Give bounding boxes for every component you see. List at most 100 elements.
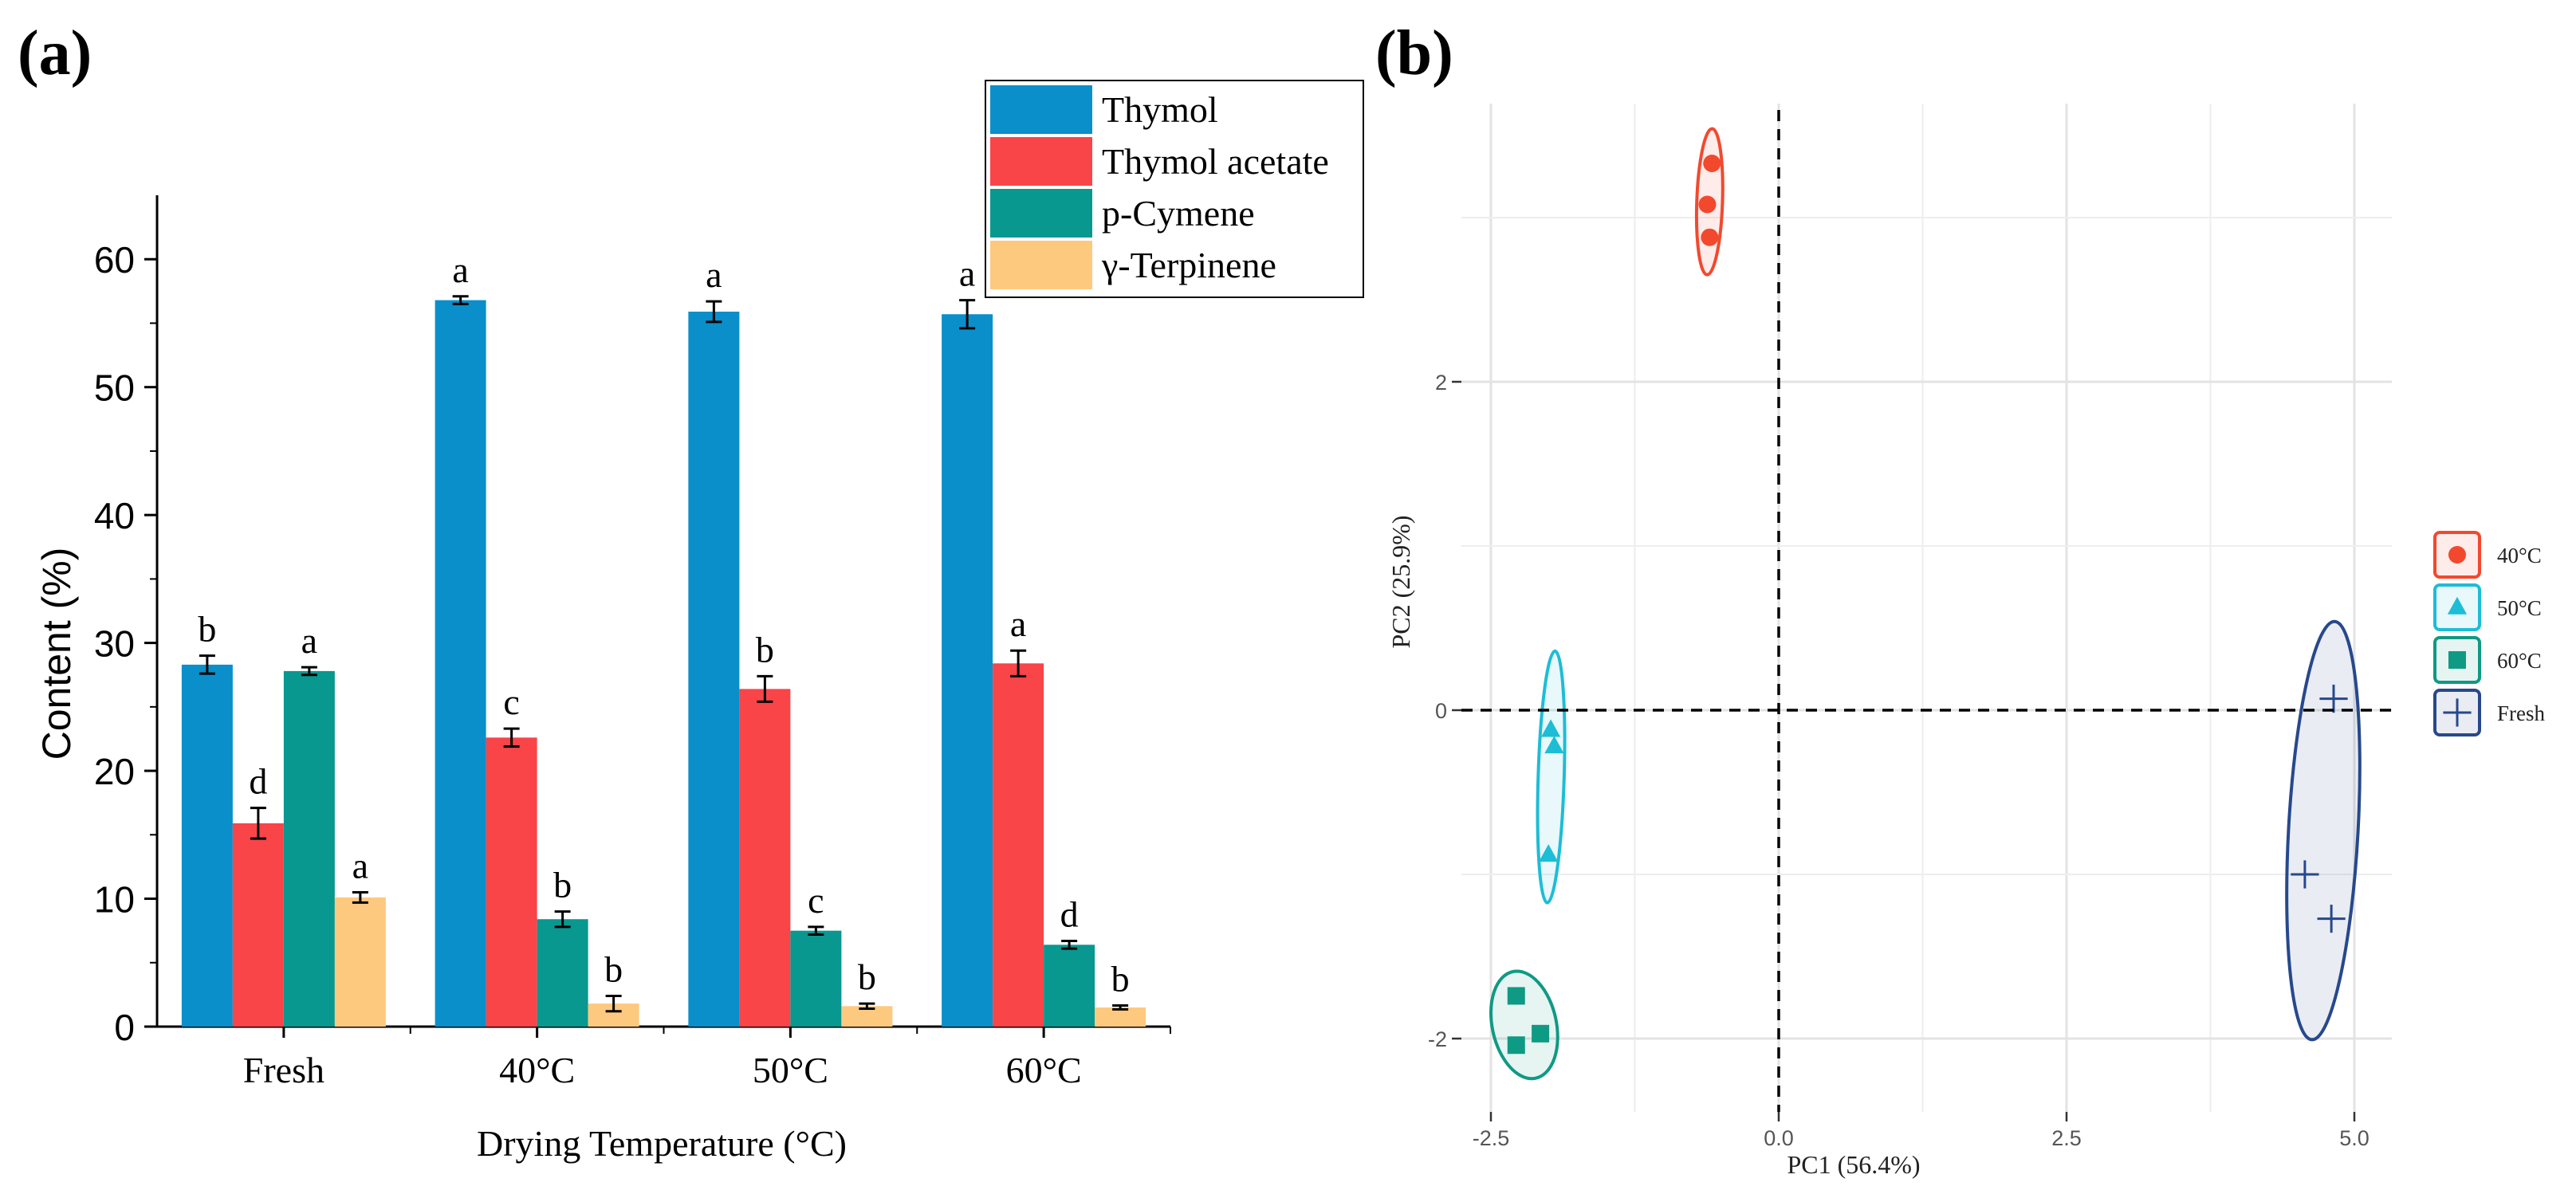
bar-thymol-acetate-0 [232,823,284,1027]
significance-letter: b [553,865,572,905]
legend-label: Fresh [2497,701,2545,725]
point-50-c [1540,719,1561,737]
point-fresh [2319,684,2348,713]
legend-label: p-Cymene [1102,193,1255,234]
significance-letter: a [452,249,468,290]
y-tick-label: 30 [94,623,135,665]
point-60-c [1507,1036,1525,1055]
y-tick-label: 40 [94,495,135,536]
y-tick-label: 50 [94,367,135,409]
legend-swatch [990,189,1092,238]
error-bar [452,295,469,305]
bar-thymol-3 [942,314,993,1027]
point-60-c [1507,987,1525,1005]
bar-p-cymene-3 [1044,945,1095,1027]
significance-letter: a [301,620,317,661]
error-bar [808,925,824,936]
x-tick-label: Fresh [243,1050,324,1090]
pca-y-axis-label: PC2 (25.9%) [1386,515,1415,648]
bar-thymol-acetate-1 [486,737,537,1027]
legend-label: 40°C [2497,544,2542,568]
error-bar [554,910,571,929]
y-tick-label: 0 [1435,699,1447,723]
significance-letter: b [858,956,876,997]
error-bar [301,666,317,677]
x-tick-label: 2.5 [2051,1126,2082,1150]
legend-label: 60°C [2497,649,2542,673]
y-tick-label: 10 [94,879,135,921]
legend-marker [2443,698,2472,727]
significance-letter: d [1060,894,1079,934]
point-fresh [2291,860,2319,889]
significance-letter: b [604,949,623,989]
significance-letter: b [756,629,774,670]
point-50-c [1544,736,1564,754]
error-bar [352,891,368,904]
legend-swatch [990,241,1092,289]
bar-thymol-1 [435,300,486,1027]
bar-chart: 0102030405060Freshbdaa40°Cacbb50°Cabcb60… [34,80,1364,1164]
bar-p-cymene-1 [537,919,588,1027]
bar-chart-legend: Thymol Thymol acetate p-Cymene γ-Terpinene [985,80,1364,298]
significance-letter: d [249,761,267,802]
error-bar [199,654,215,675]
bar--terpinene-3 [1095,1007,1146,1027]
significance-letter: a [706,254,722,295]
error-bar [250,807,266,840]
ellipse-fresh [2285,619,2362,1042]
legend-swatch [990,137,1092,186]
error-bar [1061,939,1078,950]
ellipse-50-c [1536,649,1567,905]
point-60-c [1532,1024,1550,1043]
significance-letter: a [959,253,975,294]
bar-thymol-2 [688,312,740,1027]
point-40-c [1703,155,1721,173]
pca-axes: -2.5 0.0 2.5 5.0 -2 0 2 [1428,110,2392,1150]
x-tick-label: -2.5 [1473,1126,1510,1150]
y-tick-label: 20 [94,751,135,792]
pca-grid [1461,104,2392,1112]
ellipse-60-c [1489,969,1559,1081]
pca-points [1507,155,2348,1055]
bar-chart-labels: 0102030405060Freshbdaa40°Cacbb50°Cabcb60… [94,239,1130,1090]
significance-letter: b [198,609,216,650]
pca-legend: 40°C 50°C 60°C Fresh [2433,531,2545,736]
point-50-c [1539,844,1559,862]
legend-label: Thymol acetate [1102,141,1329,182]
bar-chart-bars [181,295,1146,1027]
y-tick-label: -2 [1428,1027,1447,1051]
pca-chart: -2.5 0.0 2.5 5.0 -2 0 2 PC1 (56.4%) PC2 (25.9%… [1386,104,2545,1179]
legend-label: 50°C [2497,596,2542,620]
point-40-c [1701,228,1719,246]
legend-marker [2448,546,2466,564]
significance-letter: b [1111,959,1130,1000]
significance-letter: c [503,681,519,722]
pca-ellipses [1489,127,2362,1081]
bar-chart-x-axis-label: Drying Temperature (°C) [477,1123,847,1164]
significance-letter: a [352,846,368,886]
bar--terpinene-0 [334,897,386,1027]
bar-chart-y-axis-label: Content (%) [34,548,79,760]
x-tick-label: 40°C [499,1050,575,1090]
panel-b-label: (b) [1375,18,1453,88]
y-tick-label: 2 [1435,371,1447,395]
error-bar [605,994,622,1013]
legend-label: Thymol [1102,89,1218,130]
panel-a-label: (a) [18,18,92,88]
bar-thymol-acetate-2 [739,689,791,1027]
significance-letter: a [1010,603,1026,644]
legend-marker [2448,651,2466,669]
point-40-c [1698,195,1717,214]
error-bar [959,299,976,330]
error-bar [1112,1004,1129,1011]
x-tick-label: 60°C [1006,1050,1082,1090]
legend-swatch [990,85,1092,134]
bar-p-cymene-0 [283,670,335,1027]
significance-letter: c [808,880,824,921]
error-bar [706,300,722,324]
error-bar [1010,649,1027,678]
point-fresh [2317,905,2346,933]
x-tick-label: 50°C [753,1050,828,1090]
x-tick-label: 5.0 [2339,1126,2370,1150]
bar-p-cymene-2 [790,930,842,1027]
